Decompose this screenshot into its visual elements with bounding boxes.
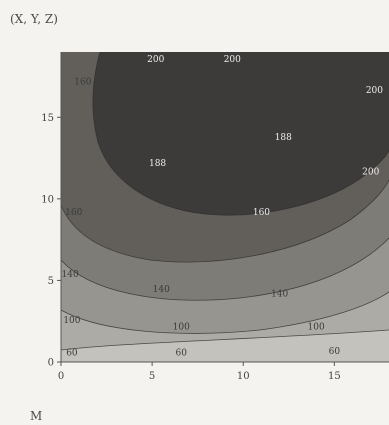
contour-label: 188 [275, 133, 292, 143]
x-tick-label: 10 [237, 371, 250, 382]
contour-label: 160 [65, 208, 82, 218]
x-axis-ticks: 0 5 10 15 [58, 362, 341, 382]
contour-line-180 [61, 179, 389, 263]
contour-label: 100 [173, 322, 190, 332]
contour-label: 188 [149, 159, 166, 169]
contour-label: 140 [153, 285, 170, 295]
contour-label: 140 [62, 270, 79, 280]
contour-labels: 200 200 200 200 188 188 160 160 160 140 140 140 100 1… [62, 55, 384, 359]
contour-label: 200 [224, 55, 241, 65]
y-tick-label: 10 [41, 194, 54, 205]
chart-title: (X, Y, Z) [10, 12, 58, 26]
contour-line-100 [61, 329, 389, 351]
y-axis-ticks: 0 5 10 15 [41, 113, 61, 369]
x-tick-label: 15 [328, 371, 341, 382]
contour-label: 140 [271, 290, 288, 300]
contour-line-140 [61, 291, 389, 334]
contour-label: 100 [63, 316, 80, 326]
contour-label: 100 [308, 322, 325, 332]
contour-label: 60 [66, 348, 78, 358]
contour-label: 60 [176, 348, 188, 358]
contour-label: 200 [362, 167, 379, 177]
y-tick-label: 5 [48, 276, 54, 287]
x-tick-label: 5 [149, 371, 155, 382]
x-axis-label: M [30, 409, 42, 423]
x-tick-label: 0 [58, 371, 64, 382]
contour-label: 60 [329, 347, 341, 357]
contour-line-200 [92, 52, 389, 216]
y-tick-label: 0 [48, 358, 54, 369]
contour-label: 160 [253, 208, 270, 218]
contour-line-160 [61, 237, 389, 301]
contour-label: 200 [366, 86, 383, 96]
contour-lines [61, 52, 389, 351]
plot-area: 200 200 200 200 188 188 160 160 160 140 140 140 100 1… [61, 52, 389, 362]
contour-band-200 [92, 52, 389, 216]
contour-label: 200 [147, 55, 164, 65]
y-tick-label: 15 [41, 113, 54, 124]
contour-label: 160 [74, 78, 91, 88]
